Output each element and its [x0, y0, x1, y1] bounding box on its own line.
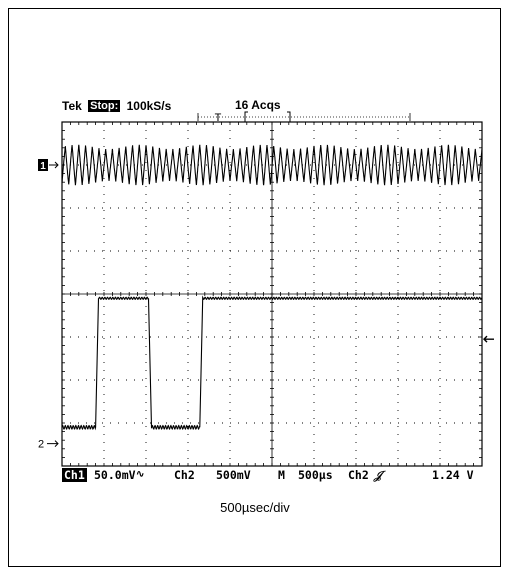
trigger-level: 1.24 V	[432, 468, 474, 482]
trigger-position-marker: T	[215, 112, 222, 124]
timebase-caption: 500µsec/div	[220, 500, 290, 515]
status-bar: Tek Stop: 100kS/s	[62, 98, 171, 113]
ch2-arrow-icon	[47, 440, 59, 447]
trigger-level-arrow-icon	[483, 335, 494, 343]
ch2-marker-label: 2	[38, 439, 44, 451]
ch1-trace	[61, 144, 483, 186]
ch1-badge: Ch1	[62, 468, 87, 482]
ch1-marker-label: 1	[40, 161, 46, 172]
figure-frame	[8, 8, 501, 567]
sample-rate-label: 100kS/s	[126, 98, 172, 113]
acquisition-count: 16 Acqs	[235, 98, 281, 112]
traces	[61, 144, 483, 431]
channel-markers: 12	[38, 159, 494, 451]
timebase-marker: M	[278, 468, 285, 482]
ch1-marker-box	[38, 159, 48, 171]
ch1-scale: 50.0mV	[94, 468, 136, 482]
ch2-scale: 500mV	[216, 468, 251, 482]
trigger-source: Ch2	[348, 468, 369, 482]
trigger-level-marker	[483, 335, 494, 343]
trigger-slope-icon: 𝒥	[374, 468, 382, 482]
ch2-label: Ch2	[174, 468, 195, 482]
ch1-arrow-icon	[49, 161, 59, 169]
brand-label: Tek	[62, 98, 82, 113]
timebase-value: 500µs	[298, 468, 333, 482]
ch1-marker: 1	[38, 159, 59, 172]
ch1-coupling-icon: ∿	[136, 469, 145, 480]
graticule	[61, 121, 483, 467]
ch2-trace	[61, 295, 483, 431]
run-state-badge: Stop:	[88, 99, 121, 112]
ch2-marker: 2	[38, 439, 59, 451]
readout-bar: Ch1 50.0mV ∿ Ch2 500mV M 500µs Ch2 𝒥 1.2…	[62, 468, 482, 482]
